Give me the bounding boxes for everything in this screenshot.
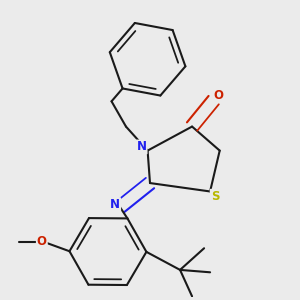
Text: N: N (136, 140, 147, 154)
Text: O: O (214, 89, 224, 102)
Text: O: O (37, 235, 47, 248)
Text: S: S (211, 190, 219, 203)
Text: N: N (110, 198, 120, 211)
